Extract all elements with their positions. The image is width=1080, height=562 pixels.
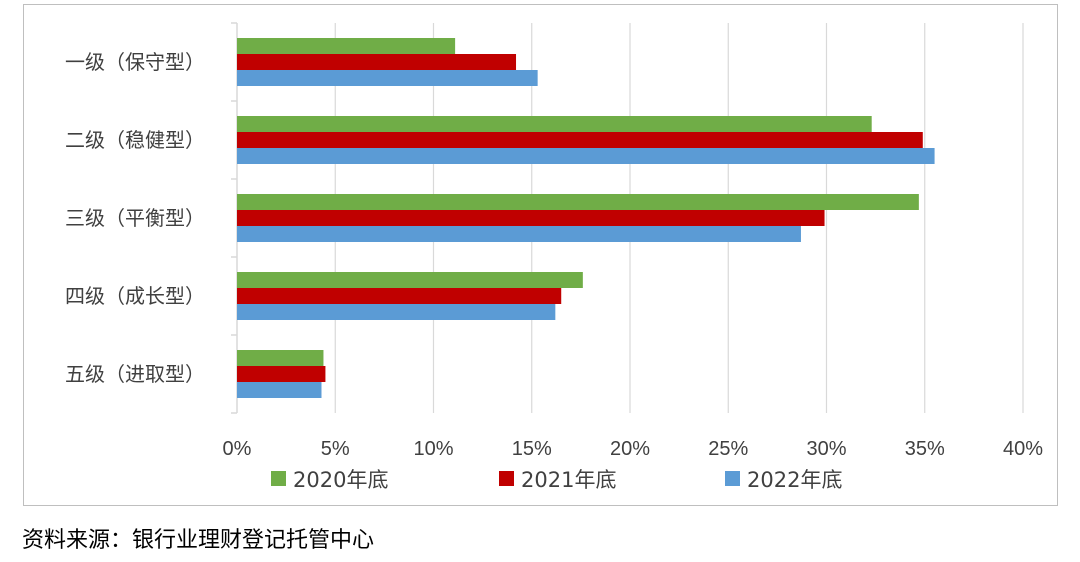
category-label: 五级（进取型）: [65, 362, 205, 386]
x-tick-label: 0%: [223, 438, 252, 460]
bar: [237, 350, 324, 366]
bar: [237, 366, 326, 382]
legend-swatch: [271, 471, 286, 486]
category-label: 四级（成长型）: [65, 284, 205, 308]
legend-swatch: [725, 471, 740, 486]
legend-swatch: [499, 471, 514, 486]
bar: [237, 148, 935, 164]
bar: [237, 382, 322, 398]
chart-frame: [23, 4, 1058, 506]
bar: [237, 304, 556, 320]
category-label: 三级（平衡型）: [65, 206, 205, 230]
legend-label: 2022年底: [747, 468, 842, 492]
category-label: 二级（稳健型）: [65, 128, 205, 152]
legend-label: 2021年底: [521, 468, 616, 492]
x-tick-label: 15%: [512, 438, 552, 460]
bar: [237, 70, 538, 86]
source-note: 资料来源：银行业理财登记托管中心: [22, 528, 375, 553]
bar: [237, 272, 583, 288]
bar: [237, 54, 517, 70]
x-tick-label: 20%: [610, 438, 650, 460]
x-tick-label: 30%: [806, 438, 846, 460]
x-tick-label: 25%: [708, 438, 748, 460]
bar: [237, 194, 919, 210]
bar: [237, 210, 825, 226]
bar: [237, 226, 801, 242]
category-label: 一级（保守型）: [65, 50, 205, 74]
x-tick-label: 5%: [321, 438, 350, 460]
bar: [237, 116, 872, 132]
legend-label: 2020年底: [293, 468, 388, 492]
bar-chart: 0% 5% 10% 15% 20% 25% 30% 35% 40% 一级（保守型） 二级（稳健型） 三…: [65, 22, 1043, 492]
x-tick-label: 10%: [413, 438, 453, 460]
bar: [237, 288, 562, 304]
x-tick-label: 35%: [905, 438, 945, 460]
bar: [237, 132, 923, 148]
bar: [237, 38, 456, 54]
x-tick-label: 40%: [1003, 438, 1043, 460]
